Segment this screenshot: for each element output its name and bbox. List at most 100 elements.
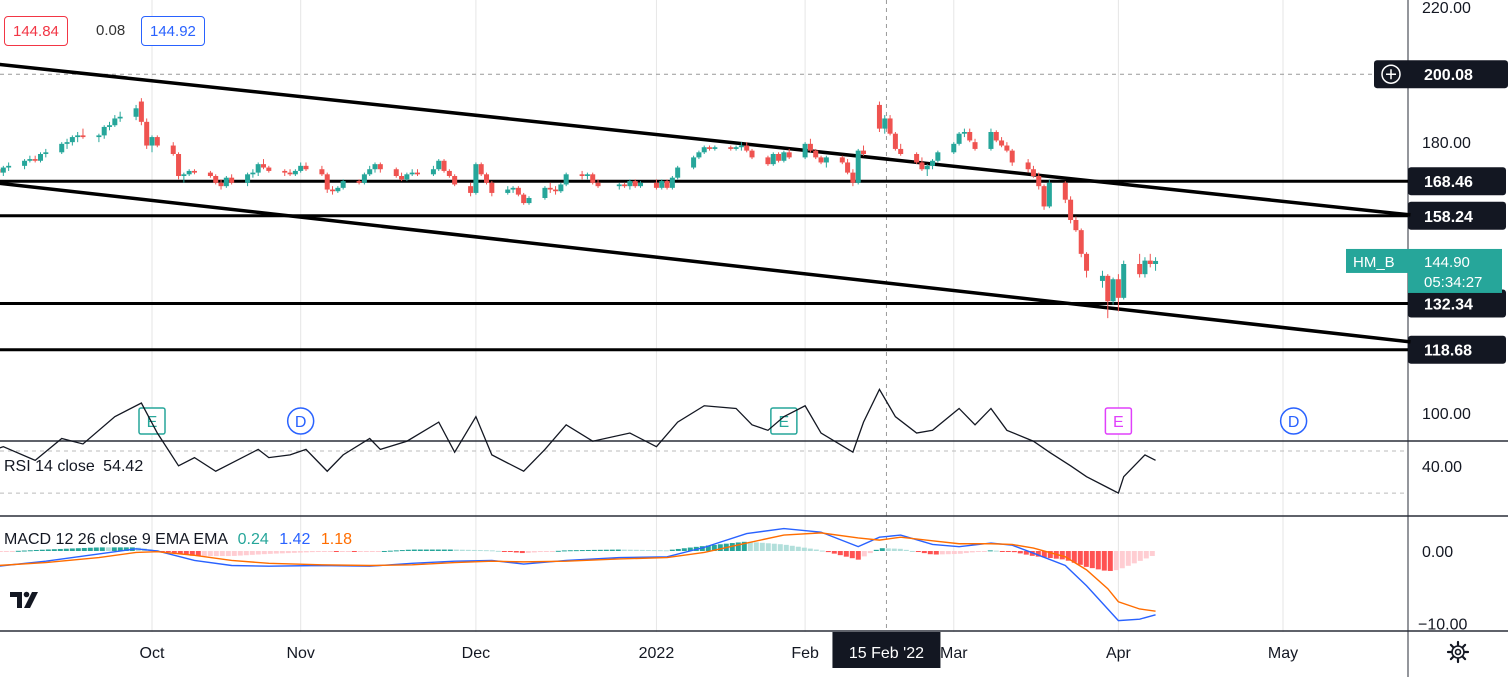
candle-body <box>876 104 882 129</box>
settings-gear-icon[interactable] <box>1446 640 1470 664</box>
time-axis-label: May <box>1268 645 1298 662</box>
macd-histogram-bar <box>255 551 261 555</box>
candle-body <box>37 154 43 161</box>
candle-body <box>436 160 442 170</box>
macd-histogram-bar <box>1137 551 1143 561</box>
candle-body <box>839 157 845 163</box>
symbol-tag-label: HM_B <box>1353 254 1395 271</box>
macd-histogram-bar <box>51 549 57 551</box>
tradingview-logo-icon[interactable] <box>8 588 44 612</box>
candle-body <box>69 137 75 143</box>
candle-body <box>409 172 415 175</box>
macd-histogram-bar <box>249 551 255 555</box>
macd-histogram-bar <box>1077 551 1083 565</box>
rsi-axis-tick: 40.00 <box>1422 459 1462 476</box>
macd-axis-tick: 0.00 <box>1422 544 1453 561</box>
macd-histogram-bar <box>831 551 837 554</box>
candle-body <box>919 162 925 170</box>
ask-price-box[interactable]: 144.92 <box>141 16 205 46</box>
macd-histogram-bar <box>117 547 123 551</box>
macd-histogram-bar <box>231 551 237 556</box>
macd-histogram-bar <box>603 549 609 551</box>
macd-histogram-bar <box>639 549 645 551</box>
candle-body <box>154 137 160 146</box>
earnings-marker-icon <box>1104 407 1133 435</box>
earnings-marker-icon <box>770 407 798 435</box>
candle-body <box>22 160 28 166</box>
level-label-bg <box>1408 289 1506 318</box>
candle-body <box>170 145 176 154</box>
candle-body <box>229 177 235 183</box>
candle-body <box>675 167 681 178</box>
candle-body <box>547 187 553 190</box>
candle-body <box>526 198 532 204</box>
macd-histogram-bar <box>447 549 453 551</box>
macd-histogram-bar <box>183 551 189 555</box>
macd-legend[interactable]: MACD 12 26 close 9 EMA EMA 0.24 1.42 1.1… <box>4 531 352 549</box>
macd-histogram-bar <box>21 550 27 552</box>
candle-body <box>701 147 707 153</box>
candle-body <box>213 176 219 183</box>
candle-body <box>1099 275 1105 281</box>
macd-histogram-bar <box>1119 551 1125 569</box>
macd-signal-value: 1.18 <box>320 531 352 548</box>
candle-body <box>813 150 819 158</box>
candle-body <box>27 159 33 161</box>
candle-body <box>807 143 813 151</box>
macd-histogram-bar <box>543 551 549 552</box>
macd-histogram-bar <box>213 551 219 557</box>
candle-body <box>563 174 569 185</box>
candle-body <box>776 154 782 161</box>
macd-histogram-bar <box>1149 551 1155 556</box>
macd-histogram-bar <box>225 551 231 557</box>
macd-histogram-bar <box>585 549 591 551</box>
macd-histogram-bar <box>489 550 495 552</box>
macd-histogram-bar <box>237 551 243 556</box>
event-marker-label: E <box>779 414 790 431</box>
candle-body <box>319 169 325 175</box>
time-axis-label: 2022 <box>639 645 675 662</box>
macd-histogram-bar <box>429 549 435 551</box>
candle-body <box>430 169 436 175</box>
macd-histogram-bar <box>219 551 225 557</box>
macd-histogram-bar <box>495 550 501 552</box>
event-marker-label: D <box>1288 414 1300 431</box>
symbol-tag-bg <box>1346 248 1408 273</box>
macd-histogram-bar <box>459 549 465 551</box>
candle-body <box>144 121 150 146</box>
macd-histogram-bar <box>351 551 357 552</box>
macd-histogram-bar <box>765 543 771 551</box>
macd-histogram-bar <box>189 551 195 556</box>
candle-body <box>0 167 6 173</box>
macd-histogram-bar <box>855 551 861 560</box>
macd-histogram-bar <box>861 551 867 557</box>
candle-body <box>80 135 86 138</box>
macd-histogram-bar <box>39 549 45 551</box>
dividend-marker-icon <box>1279 407 1308 435</box>
macd-histogram-bar <box>963 551 969 554</box>
macd-histogram-bar <box>651 550 657 552</box>
macd-histogram-bar <box>687 547 693 551</box>
time-axis-label: Oct <box>140 645 165 662</box>
rsi-line <box>0 387 1156 495</box>
event-marker-label: E <box>1113 414 1124 431</box>
bid-price-box[interactable]: 144.84 <box>4 16 68 46</box>
macd-histogram-bar <box>483 550 489 552</box>
candle-body <box>1068 199 1074 220</box>
macd-histogram-bar <box>645 549 651 551</box>
candle-body <box>1009 150 1015 163</box>
macd-histogram-bar <box>903 549 909 551</box>
macd-histogram-bar <box>879 548 885 551</box>
time-axis-label: Mar <box>940 645 968 662</box>
candle-body <box>101 126 107 136</box>
bar-countdown-label: 05:34:27 <box>1424 274 1482 291</box>
macd-histogram-bar <box>579 550 585 552</box>
candle-body <box>1046 182 1052 207</box>
candle-body <box>324 174 330 190</box>
macd-histogram-bar <box>915 551 921 553</box>
candle-body <box>802 143 808 158</box>
candle-body <box>96 135 102 138</box>
macd-histogram-bar <box>633 549 639 551</box>
rsi-legend[interactable]: RSI 14 close 54.42 <box>4 458 143 476</box>
